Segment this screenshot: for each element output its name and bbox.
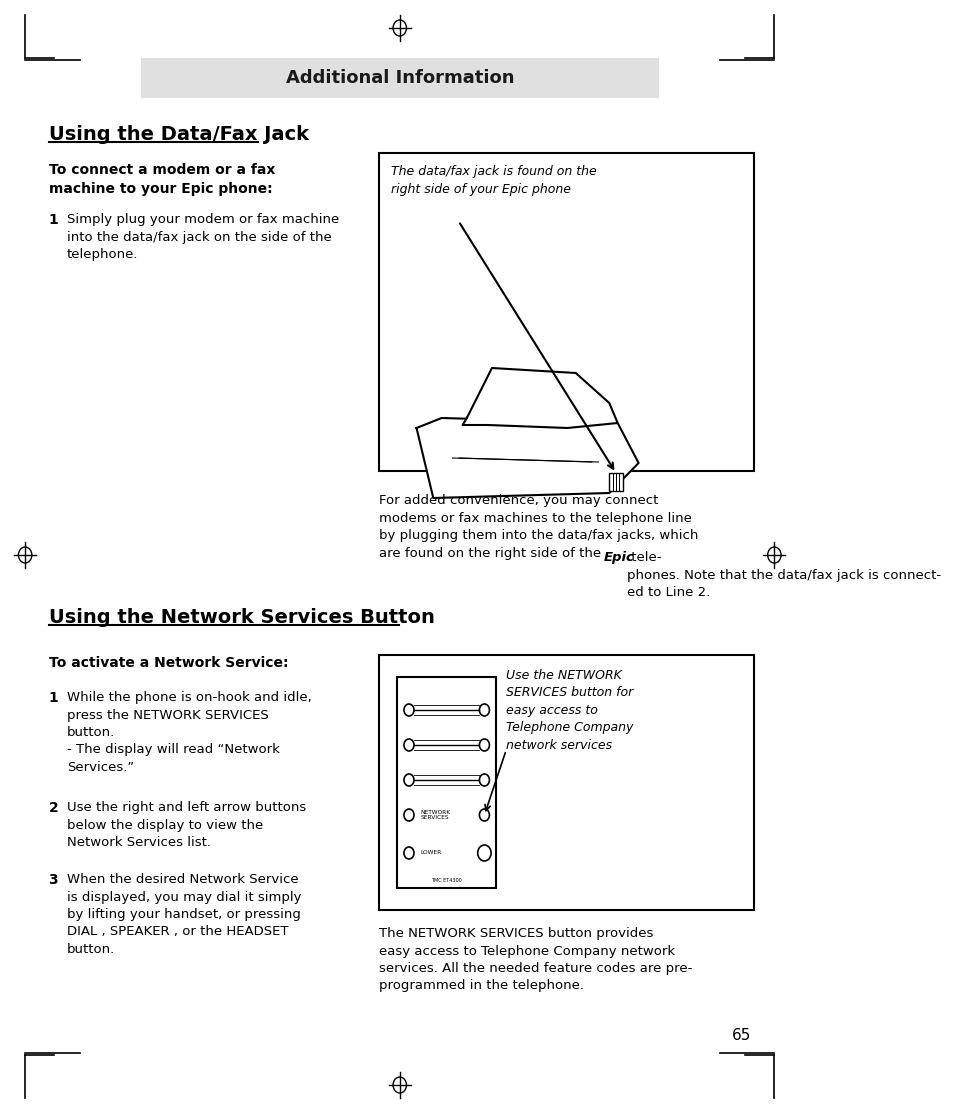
Text: The data/fax jack is found on the
right side of your Epic phone: The data/fax jack is found on the right … [390, 165, 596, 196]
Text: When the desired Network Service
is displayed, you may dial it simply
by lifting: When the desired Network Service is disp… [67, 873, 301, 956]
Polygon shape [416, 418, 638, 498]
Text: LOWER: LOWER [420, 850, 441, 856]
Text: Using the Network Services Button: Using the Network Services Button [49, 608, 434, 627]
Bar [378, 654, 754, 910]
Text: 3: 3 [49, 873, 58, 887]
Text: Additional Information: Additional Information [285, 69, 514, 87]
Text: 1: 1 [49, 213, 58, 227]
Text: For added convenience, you may connect
modems or fax machines to the telephone l: For added convenience, you may connect m… [378, 494, 698, 560]
Text: Use the NETWORK
SERVICES button for
easy access to
Telephone Company
network ser: Use the NETWORK SERVICES button for easy… [506, 669, 633, 752]
Bar [396, 677, 496, 888]
Text: NETWORK
SERVICES: NETWORK SERVICES [420, 809, 451, 820]
Text: To connect a modem or a fax
machine to your Epic phone:: To connect a modem or a fax machine to y… [49, 162, 274, 196]
Text: The NETWORK SERVICES button provides
easy access to Telephone Company network
se: The NETWORK SERVICES button provides eas… [378, 927, 692, 993]
Text: TMC ET4300: TMC ET4300 [431, 877, 461, 883]
Bar [609, 473, 622, 491]
Text: Epic: Epic [603, 551, 634, 564]
Text: Simply plug your modem or fax machine
into the data/fax jack on the side of the
: Simply plug your modem or fax machine in… [67, 213, 339, 262]
Text: tele-
phones. Note that the data/fax jack is connect-
ed to Line 2.: tele- phones. Note that the data/fax jac… [626, 551, 940, 599]
Text: 65: 65 [731, 1028, 750, 1043]
Text: 2: 2 [49, 801, 58, 815]
Text: To activate a Network Service:: To activate a Network Service: [49, 656, 288, 670]
Bar [141, 58, 658, 98]
Text: Use the right and left arrow buttons
below the display to view the
Network Servi: Use the right and left arrow buttons bel… [67, 801, 306, 849]
Polygon shape [462, 368, 617, 429]
Text: 1: 1 [49, 691, 58, 705]
Text: While the phone is on-hook and idle,
press the NETWORK SERVICES
button.
- The di: While the phone is on-hook and idle, pre… [67, 691, 312, 774]
Bar [378, 152, 754, 471]
Text: Using the Data/Fax Jack: Using the Data/Fax Jack [49, 125, 308, 144]
